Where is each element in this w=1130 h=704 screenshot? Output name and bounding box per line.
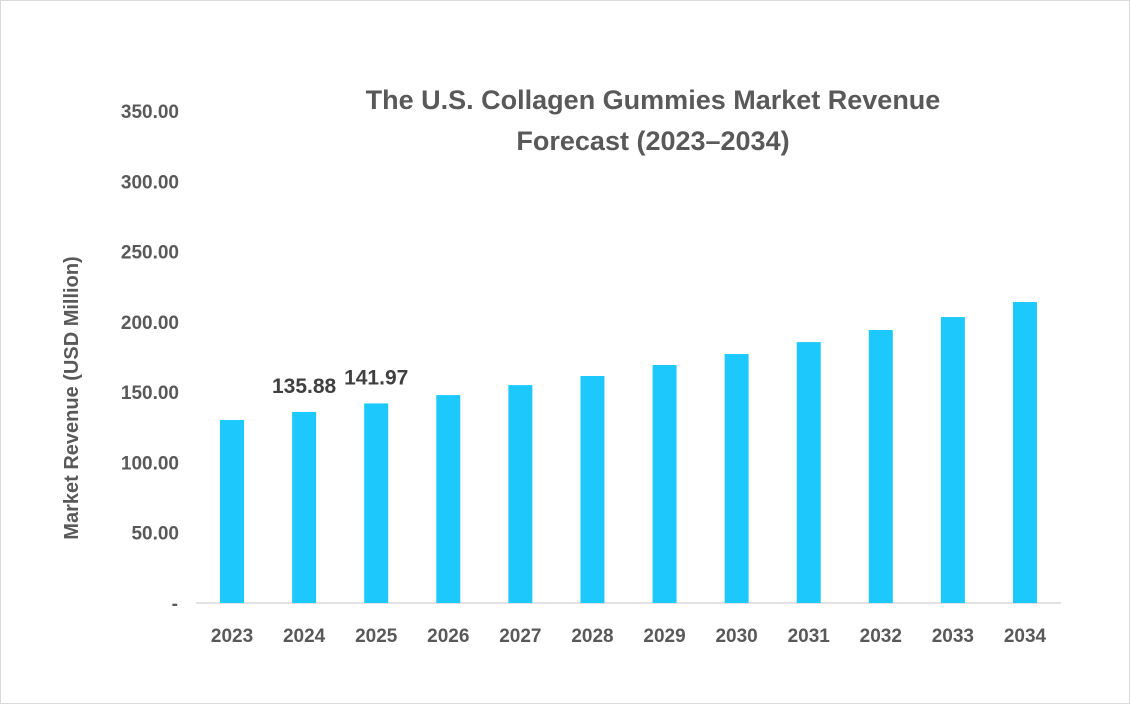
bar-2031 — [796, 342, 821, 603]
y-tick-label: 150.00 — [121, 383, 179, 404]
y-tick-label: 300.00 — [121, 172, 179, 193]
bar-2033 — [940, 317, 965, 603]
x-tick-label: 2031 — [788, 626, 831, 647]
y-tick-label: - — [172, 594, 178, 615]
bar-2028 — [580, 375, 605, 603]
x-tick-label: 2027 — [499, 626, 541, 647]
y-tick-label: 100.00 — [121, 453, 179, 474]
bar-2027 — [508, 385, 533, 603]
bar-2029 — [652, 365, 677, 603]
chart-title-line-1: The U.S. Collagen Gummies Market Revenue — [366, 85, 941, 115]
x-tick-label: 2025 — [355, 626, 398, 647]
x-tick-label: 2024 — [283, 626, 326, 647]
bar-2032 — [868, 330, 893, 603]
x-tick-label: 2029 — [643, 626, 685, 647]
x-tick-label: 2034 — [1004, 626, 1047, 647]
y-tick-label: 350.00 — [121, 102, 179, 123]
chart-title-line-2: Forecast (2023–2034) — [516, 126, 789, 156]
bar-2034 — [1012, 302, 1037, 603]
bar-2025 — [364, 403, 389, 603]
x-tick-label: 2030 — [715, 626, 757, 647]
x-tick-label: 2032 — [860, 626, 902, 647]
x-tick-label: 2026 — [427, 626, 469, 647]
x-tick-label: 2028 — [571, 626, 613, 647]
bar-2030 — [724, 354, 749, 603]
y-tick-label: 50.00 — [131, 524, 179, 545]
x-tick-label: 2023 — [211, 626, 253, 647]
y-axis-label: Market Revenue (USD Million) — [61, 256, 83, 539]
bar-2024 — [292, 411, 317, 603]
data-label: 141.97 — [344, 366, 408, 389]
y-tick-label: 250.00 — [121, 243, 179, 264]
bar-2026 — [436, 395, 461, 603]
x-tick-label: 2033 — [932, 626, 974, 647]
bar-2023 — [220, 419, 245, 603]
data-label: 135.88 — [272, 375, 337, 398]
y-tick-label: 200.00 — [121, 313, 179, 334]
